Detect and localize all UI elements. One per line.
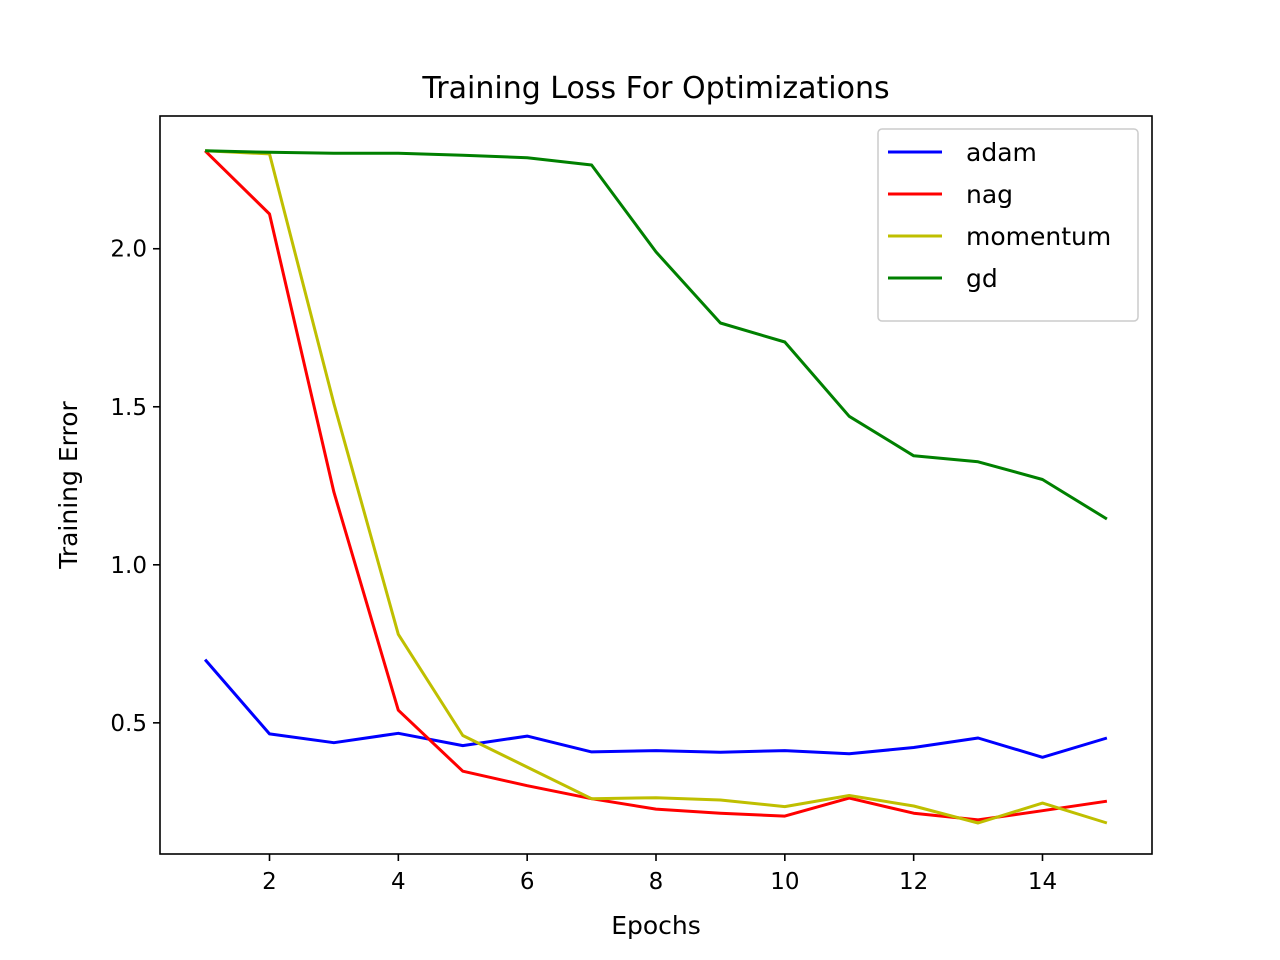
- x-tick-label: 12: [899, 869, 928, 895]
- y-axis-label: Training Error: [54, 401, 83, 570]
- x-tick-label: 10: [770, 869, 799, 895]
- legend-box: [877, 128, 1139, 322]
- x-tick-label: 8: [649, 869, 664, 895]
- plot-frame: [159, 115, 1153, 855]
- y-tick-label: 1.5: [110, 395, 147, 421]
- x-tick-label: 4: [391, 869, 406, 895]
- series-line-adam: [203, 658, 1108, 759]
- legend-label-gd: gd: [966, 264, 998, 293]
- legend-label-nag: nag: [966, 180, 1013, 209]
- x-tick-label: 2: [262, 869, 277, 895]
- series-line-momentum: [205, 149, 1108, 825]
- y-tick-label: 1.0: [110, 553, 147, 579]
- x-axis-label: Epochs: [611, 911, 701, 940]
- x-tick-label: 6: [520, 869, 535, 895]
- y-tick-label: 2.0: [110, 237, 147, 263]
- y-tick-label: 0.5: [110, 711, 147, 737]
- legend-label-momentum: momentum: [966, 222, 1111, 251]
- legend-label-adam: adam: [966, 138, 1037, 167]
- legend: adam nag momentum gd: [877, 128, 1139, 322]
- series-line-gd: [205, 149, 1108, 521]
- chart-title: Training Loss For Optimizations: [421, 71, 889, 106]
- x-tick-label: 14: [1028, 869, 1057, 895]
